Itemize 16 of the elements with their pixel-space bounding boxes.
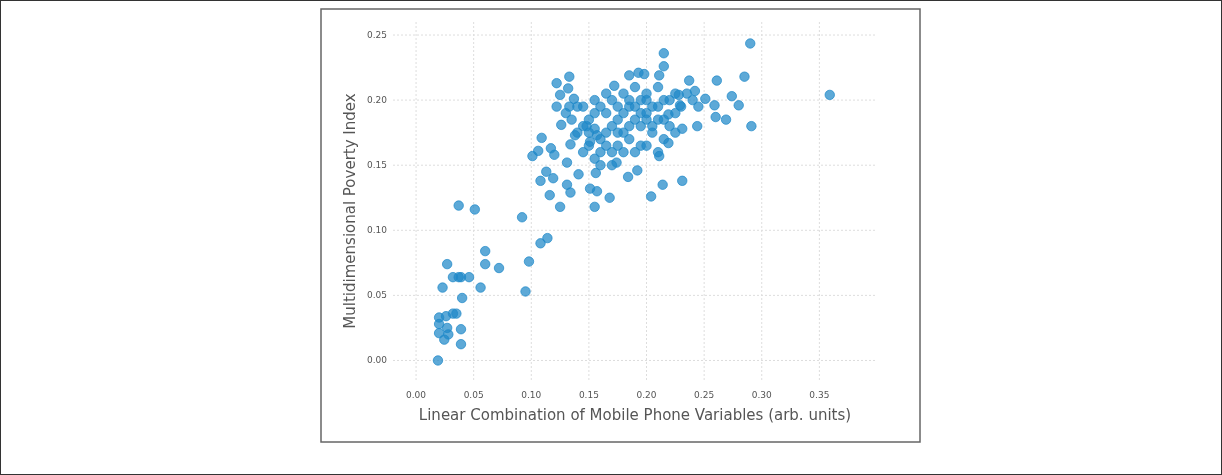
y-tick-label: 0.20: [366, 95, 388, 106]
y-tick-label: 0.00: [366, 355, 388, 366]
x-tick-label: 0.25: [694, 390, 715, 400]
y-tick-label: 0.25: [366, 30, 387, 41]
x-tick-label: 0.35: [809, 390, 830, 400]
y-tick-label: 0.15: [366, 160, 387, 171]
x-tick-label: 0.00: [406, 390, 427, 400]
y-tick-label: 0.05: [366, 290, 387, 301]
x-tick-label: 0.10: [521, 390, 542, 400]
y-axis-title: Multidimensional Poverty Index: [341, 93, 359, 329]
x-tick-label: 0.20: [636, 390, 657, 400]
x-tick-label: 0.05: [463, 390, 484, 400]
x-axis-title: Linear Combination of Mobile Phone Variables (arb. units): [418, 406, 852, 424]
x-tick-label: 0.15: [578, 390, 599, 400]
x-tick-label: 0.30: [751, 390, 773, 400]
y-tick-label: 0.10: [366, 225, 388, 236]
